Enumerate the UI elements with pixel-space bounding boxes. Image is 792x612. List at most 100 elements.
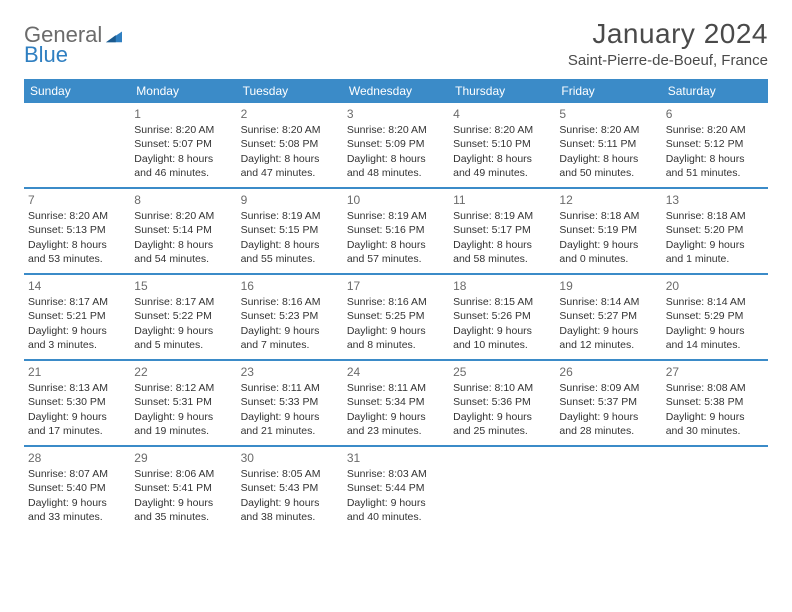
day-cell: 12Sunrise: 8:18 AMSunset: 5:19 PMDayligh… [555, 189, 661, 273]
day-number: 9 [241, 192, 339, 208]
sunset-line: Sunset: 5:17 PM [453, 223, 551, 237]
sunset-line: Sunset: 5:31 PM [134, 395, 232, 409]
daylight-line: Daylight: 8 hours and 50 minutes. [559, 152, 657, 180]
day-cell: 1Sunrise: 8:20 AMSunset: 5:07 PMDaylight… [130, 103, 236, 187]
daylight-line: Daylight: 9 hours and 5 minutes. [134, 324, 232, 352]
sunrise-line: Sunrise: 8:19 AM [347, 209, 445, 223]
daylight-line: Daylight: 9 hours and 21 minutes. [241, 410, 339, 438]
daylight-line: Daylight: 9 hours and 3 minutes. [28, 324, 126, 352]
day-cell: 29Sunrise: 8:06 AMSunset: 5:41 PMDayligh… [130, 447, 236, 531]
daylight-line: Daylight: 9 hours and 25 minutes. [453, 410, 551, 438]
logo-text-b: Blue [24, 44, 124, 66]
day-cell: 10Sunrise: 8:19 AMSunset: 5:16 PMDayligh… [343, 189, 449, 273]
day-number: 13 [666, 192, 764, 208]
day-of-week-cell: Sunday [24, 79, 130, 103]
day-cell: 24Sunrise: 8:11 AMSunset: 5:34 PMDayligh… [343, 361, 449, 445]
sunset-line: Sunset: 5:27 PM [559, 309, 657, 323]
week-row: 1Sunrise: 8:20 AMSunset: 5:07 PMDaylight… [24, 103, 768, 189]
day-cell: 14Sunrise: 8:17 AMSunset: 5:21 PMDayligh… [24, 275, 130, 359]
day-cell: 30Sunrise: 8:05 AMSunset: 5:43 PMDayligh… [237, 447, 343, 531]
sunrise-line: Sunrise: 8:19 AM [453, 209, 551, 223]
day-number: 20 [666, 278, 764, 294]
day-cell: 23Sunrise: 8:11 AMSunset: 5:33 PMDayligh… [237, 361, 343, 445]
sunrise-line: Sunrise: 8:20 AM [241, 123, 339, 137]
sunrise-line: Sunrise: 8:18 AM [559, 209, 657, 223]
day-cell: 7Sunrise: 8:20 AMSunset: 5:13 PMDaylight… [24, 189, 130, 273]
sunset-line: Sunset: 5:30 PM [28, 395, 126, 409]
daylight-line: Daylight: 9 hours and 28 minutes. [559, 410, 657, 438]
sunset-line: Sunset: 5:21 PM [28, 309, 126, 323]
daylight-line: Daylight: 9 hours and 17 minutes. [28, 410, 126, 438]
day-cell: 9Sunrise: 8:19 AMSunset: 5:15 PMDaylight… [237, 189, 343, 273]
sunrise-line: Sunrise: 8:16 AM [347, 295, 445, 309]
sunset-line: Sunset: 5:11 PM [559, 137, 657, 151]
day-of-week-cell: Friday [555, 79, 661, 103]
day-number: 14 [28, 278, 126, 294]
sunrise-line: Sunrise: 8:19 AM [241, 209, 339, 223]
daylight-line: Daylight: 9 hours and 10 minutes. [453, 324, 551, 352]
daylight-line: Daylight: 9 hours and 23 minutes. [347, 410, 445, 438]
day-cell: 8Sunrise: 8:20 AMSunset: 5:14 PMDaylight… [130, 189, 236, 273]
sunrise-line: Sunrise: 8:20 AM [347, 123, 445, 137]
sunrise-line: Sunrise: 8:11 AM [241, 381, 339, 395]
sunset-line: Sunset: 5:34 PM [347, 395, 445, 409]
sunrise-line: Sunrise: 8:16 AM [241, 295, 339, 309]
sunset-line: Sunset: 5:08 PM [241, 137, 339, 151]
sunrise-line: Sunrise: 8:08 AM [666, 381, 764, 395]
sunset-line: Sunset: 5:41 PM [134, 481, 232, 495]
sunset-line: Sunset: 5:25 PM [347, 309, 445, 323]
sunset-line: Sunset: 5:37 PM [559, 395, 657, 409]
day-number: 10 [347, 192, 445, 208]
daylight-line: Daylight: 8 hours and 46 minutes. [134, 152, 232, 180]
sunrise-line: Sunrise: 8:15 AM [453, 295, 551, 309]
day-cell [449, 447, 555, 531]
day-cell: 11Sunrise: 8:19 AMSunset: 5:17 PMDayligh… [449, 189, 555, 273]
location: Saint-Pierre-de-Boeuf, France [568, 52, 768, 69]
daylight-line: Daylight: 9 hours and 8 minutes. [347, 324, 445, 352]
sunrise-line: Sunrise: 8:11 AM [347, 381, 445, 395]
sunrise-line: Sunrise: 8:14 AM [666, 295, 764, 309]
day-cell: 17Sunrise: 8:16 AMSunset: 5:25 PMDayligh… [343, 275, 449, 359]
sunrise-line: Sunrise: 8:20 AM [134, 209, 232, 223]
logo-mark-icon [104, 28, 124, 44]
day-cell: 3Sunrise: 8:20 AMSunset: 5:09 PMDaylight… [343, 103, 449, 187]
day-number: 21 [28, 364, 126, 380]
daylight-line: Daylight: 9 hours and 7 minutes. [241, 324, 339, 352]
month-title: January 2024 [568, 18, 768, 50]
day-number: 3 [347, 106, 445, 122]
daylight-line: Daylight: 9 hours and 35 minutes. [134, 496, 232, 524]
daylight-line: Daylight: 8 hours and 49 minutes. [453, 152, 551, 180]
daylight-line: Daylight: 8 hours and 54 minutes. [134, 238, 232, 266]
day-cell: 28Sunrise: 8:07 AMSunset: 5:40 PMDayligh… [24, 447, 130, 531]
daylight-line: Daylight: 9 hours and 30 minutes. [666, 410, 764, 438]
day-cell: 5Sunrise: 8:20 AMSunset: 5:11 PMDaylight… [555, 103, 661, 187]
sunset-line: Sunset: 5:10 PM [453, 137, 551, 151]
day-cell: 15Sunrise: 8:17 AMSunset: 5:22 PMDayligh… [130, 275, 236, 359]
logo: GeneralBlue [24, 18, 124, 66]
day-number: 15 [134, 278, 232, 294]
daylight-line: Daylight: 9 hours and 40 minutes. [347, 496, 445, 524]
sunrise-line: Sunrise: 8:10 AM [453, 381, 551, 395]
week-row: 7Sunrise: 8:20 AMSunset: 5:13 PMDaylight… [24, 189, 768, 275]
day-number: 27 [666, 364, 764, 380]
day-number: 31 [347, 450, 445, 466]
sunset-line: Sunset: 5:15 PM [241, 223, 339, 237]
sunrise-line: Sunrise: 8:06 AM [134, 467, 232, 481]
sunrise-line: Sunrise: 8:18 AM [666, 209, 764, 223]
sunset-line: Sunset: 5:26 PM [453, 309, 551, 323]
day-cell: 13Sunrise: 8:18 AMSunset: 5:20 PMDayligh… [662, 189, 768, 273]
day-number: 4 [453, 106, 551, 122]
day-cell: 19Sunrise: 8:14 AMSunset: 5:27 PMDayligh… [555, 275, 661, 359]
day-number: 6 [666, 106, 764, 122]
sunset-line: Sunset: 5:23 PM [241, 309, 339, 323]
sunset-line: Sunset: 5:43 PM [241, 481, 339, 495]
day-number: 23 [241, 364, 339, 380]
sunset-line: Sunset: 5:44 PM [347, 481, 445, 495]
day-number: 24 [347, 364, 445, 380]
day-number: 16 [241, 278, 339, 294]
day-cell: 6Sunrise: 8:20 AMSunset: 5:12 PMDaylight… [662, 103, 768, 187]
sunset-line: Sunset: 5:07 PM [134, 137, 232, 151]
day-number: 17 [347, 278, 445, 294]
day-number: 28 [28, 450, 126, 466]
sunset-line: Sunset: 5:40 PM [28, 481, 126, 495]
